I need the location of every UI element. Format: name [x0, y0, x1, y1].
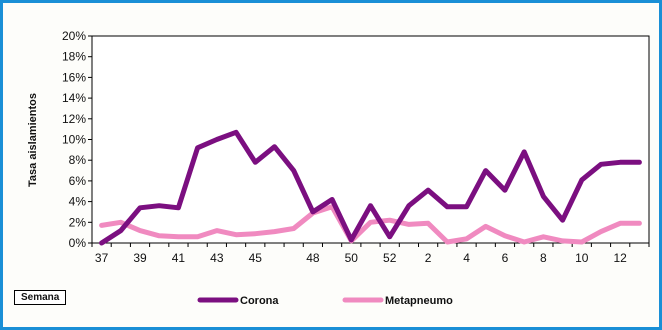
y-tick-label: 4% [69, 195, 87, 209]
x-tick-label: 4 [463, 251, 470, 265]
series-layer [99, 129, 642, 246]
x-axis-label: Semana [14, 290, 67, 305]
y-tick-label: 18% [62, 50, 86, 64]
series-line-corona [99, 129, 642, 246]
legend-label: Corona [240, 295, 279, 307]
y-tick-label: 16% [62, 70, 86, 84]
x-axis: 37 39 41 43 45 48 50 52 2 4 6 8 10 12 [91, 243, 650, 265]
x-tick-label: 41 [172, 251, 186, 265]
legend: Corona Metapneumo [197, 295, 453, 307]
y-axis: 0% 2% 4% 6% 8% 10% 12% 14% 16% 18% 20% [62, 29, 92, 250]
x-tick-label: 39 [133, 251, 147, 265]
x-tick-label: 37 [95, 251, 109, 265]
x-tick-label: 50 [345, 251, 359, 265]
x-tick-label: 12 [614, 251, 628, 265]
legend-label: Metapneumo [385, 295, 453, 307]
x-tick-label: 8 [540, 251, 547, 265]
y-tick-label: 0% [69, 236, 87, 250]
series-line-metapneumo [99, 204, 642, 245]
y-tick-label: 10% [62, 133, 86, 147]
y-tick-label: 20% [62, 29, 86, 43]
y-tick-label: 14% [62, 91, 86, 105]
x-tick-label: 10 [575, 251, 589, 265]
x-tick-label: 48 [306, 251, 320, 265]
x-tick-label: 43 [210, 251, 224, 265]
x-tick-label: 2 [425, 251, 432, 265]
y-tick-label: 12% [62, 112, 86, 126]
y-axis-label: Tasa aislamientos [27, 93, 39, 187]
y-tick-label: 6% [69, 174, 87, 188]
y-tick-label: 8% [69, 153, 87, 167]
x-tick-label: 52 [383, 251, 397, 265]
x-tick-label: 6 [502, 251, 509, 265]
x-tick-label: 45 [249, 251, 263, 265]
y-tick-label: 2% [69, 215, 87, 229]
